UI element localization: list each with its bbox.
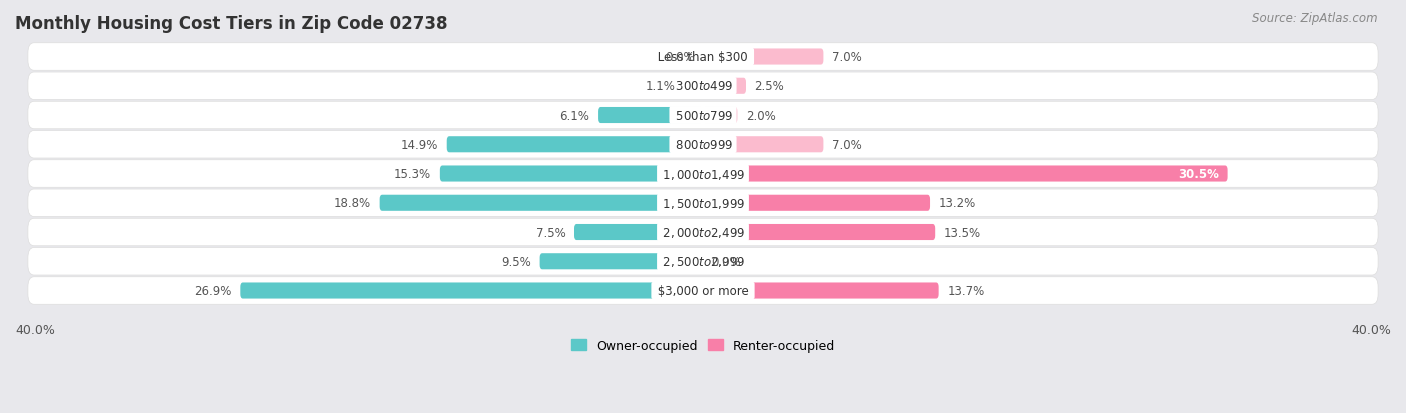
FancyBboxPatch shape: [28, 44, 1378, 71]
Text: $3,000 or more: $3,000 or more: [654, 284, 752, 297]
FancyBboxPatch shape: [447, 137, 703, 153]
FancyBboxPatch shape: [703, 108, 737, 124]
Text: $300 to $499: $300 to $499: [672, 80, 734, 93]
FancyBboxPatch shape: [703, 137, 824, 153]
Text: 40.0%: 40.0%: [1351, 323, 1391, 336]
Text: 9.5%: 9.5%: [502, 255, 531, 268]
FancyBboxPatch shape: [28, 219, 1378, 246]
FancyBboxPatch shape: [28, 73, 1378, 100]
FancyBboxPatch shape: [28, 131, 1378, 159]
Text: Source: ZipAtlas.com: Source: ZipAtlas.com: [1253, 12, 1378, 25]
Text: 18.8%: 18.8%: [333, 197, 371, 210]
FancyBboxPatch shape: [703, 78, 747, 95]
FancyBboxPatch shape: [28, 102, 1378, 129]
Text: $2,000 to $2,499: $2,000 to $2,499: [659, 225, 747, 240]
FancyBboxPatch shape: [28, 190, 1378, 217]
Text: $800 to $999: $800 to $999: [672, 138, 734, 152]
FancyBboxPatch shape: [28, 248, 1378, 275]
FancyBboxPatch shape: [240, 283, 703, 299]
Text: 7.0%: 7.0%: [832, 138, 862, 152]
FancyBboxPatch shape: [380, 195, 703, 211]
Text: 13.2%: 13.2%: [939, 197, 976, 210]
Text: 6.1%: 6.1%: [560, 109, 589, 122]
FancyBboxPatch shape: [540, 254, 703, 270]
Text: 26.9%: 26.9%: [194, 284, 232, 297]
Text: Monthly Housing Cost Tiers in Zip Code 02738: Monthly Housing Cost Tiers in Zip Code 0…: [15, 15, 447, 33]
Text: 7.0%: 7.0%: [832, 51, 862, 64]
Text: 0.0%: 0.0%: [711, 255, 741, 268]
FancyBboxPatch shape: [703, 49, 824, 65]
FancyBboxPatch shape: [28, 277, 1378, 304]
Text: 13.5%: 13.5%: [943, 226, 981, 239]
FancyBboxPatch shape: [685, 78, 703, 95]
FancyBboxPatch shape: [598, 108, 703, 124]
FancyBboxPatch shape: [28, 160, 1378, 188]
Text: 2.0%: 2.0%: [747, 109, 776, 122]
FancyBboxPatch shape: [703, 166, 1227, 182]
Text: Less than $300: Less than $300: [654, 51, 752, 64]
Text: 13.7%: 13.7%: [948, 284, 984, 297]
Text: $2,500 to $2,999: $2,500 to $2,999: [659, 255, 747, 268]
Legend: Owner-occupied, Renter-occupied: Owner-occupied, Renter-occupied: [567, 334, 839, 357]
FancyBboxPatch shape: [703, 195, 929, 211]
Text: 15.3%: 15.3%: [394, 168, 432, 180]
Text: 14.9%: 14.9%: [401, 138, 439, 152]
FancyBboxPatch shape: [440, 166, 703, 182]
FancyBboxPatch shape: [574, 224, 703, 240]
Text: $1,500 to $1,999: $1,500 to $1,999: [659, 196, 747, 210]
FancyBboxPatch shape: [703, 283, 939, 299]
Text: $1,000 to $1,499: $1,000 to $1,499: [659, 167, 747, 181]
Text: 0.0%: 0.0%: [665, 51, 695, 64]
Text: 1.1%: 1.1%: [645, 80, 675, 93]
Text: 30.5%: 30.5%: [1178, 168, 1219, 180]
Text: 40.0%: 40.0%: [15, 323, 55, 336]
FancyBboxPatch shape: [703, 224, 935, 240]
Text: 2.5%: 2.5%: [755, 80, 785, 93]
Text: 7.5%: 7.5%: [536, 226, 565, 239]
Text: $500 to $799: $500 to $799: [672, 109, 734, 122]
